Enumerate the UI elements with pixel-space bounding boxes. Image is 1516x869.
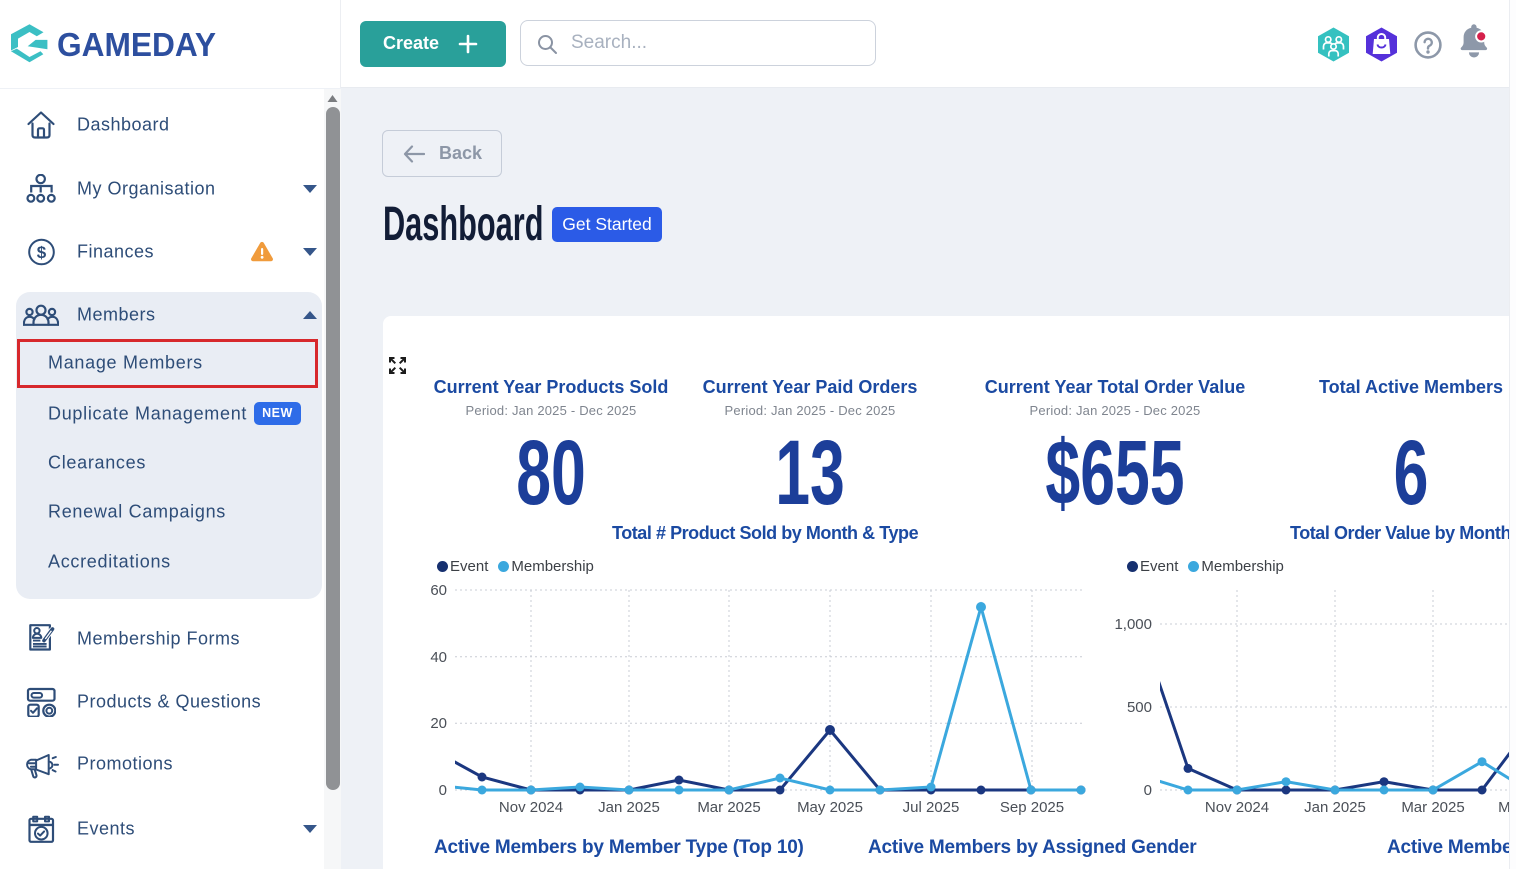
svg-text:$: $ xyxy=(37,243,47,262)
